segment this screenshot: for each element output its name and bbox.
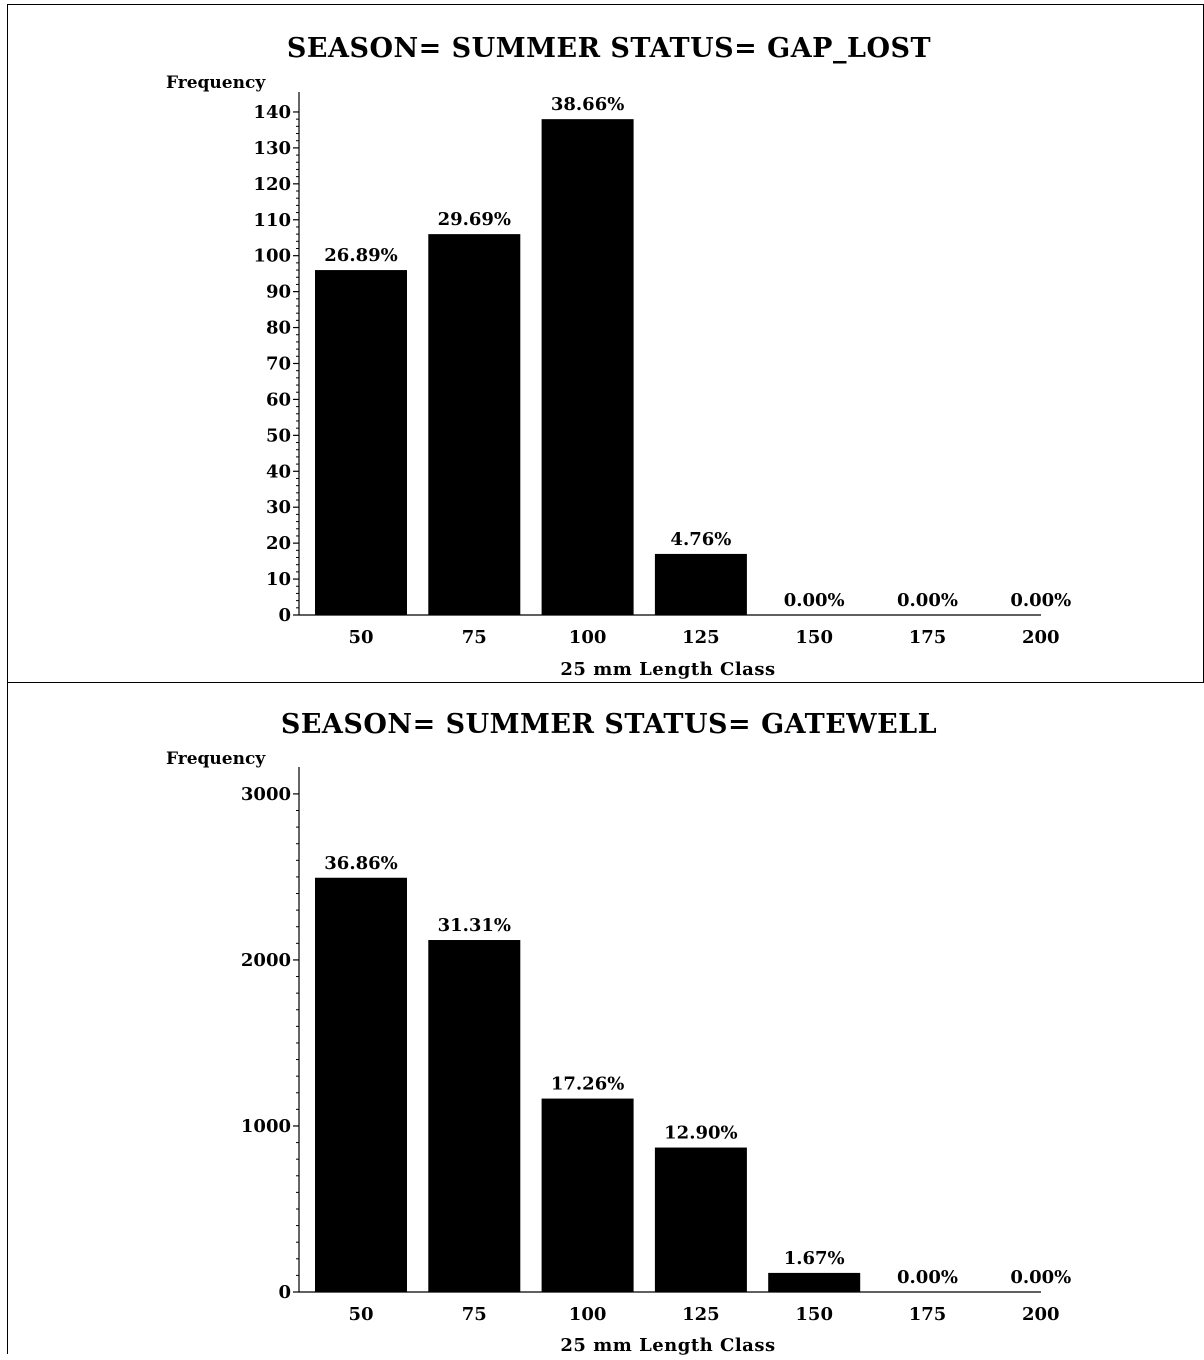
x-tick-label: 50: [348, 1304, 373, 1325]
bar-data-label: 36.86%: [324, 853, 397, 874]
y-axis-label: Frequency: [166, 73, 266, 93]
y-tick-label: 140: [253, 102, 291, 123]
x-tick-label: 175: [909, 1304, 947, 1325]
bar-100: [541, 1098, 634, 1292]
bar-data-label: 17.26%: [551, 1074, 624, 1095]
x-tick-label: 100: [569, 1304, 607, 1325]
chart-gatewell: SEASON= SUMMER STATUS= GATEWELL Frequency…: [166, 709, 1071, 1356]
bar-125: [654, 553, 747, 615]
chart-title: SEASON= SUMMER STATUS= GAP_LOST: [287, 33, 931, 64]
x-tick-label: 150: [795, 627, 833, 648]
x-axis-label: 25 mm Length Class: [560, 1335, 775, 1355]
chart-panel-gatewell: SEASON= SUMMER STATUS= GATEWELL Frequency…: [7, 682, 1204, 1356]
bar-data-label: 0.00%: [897, 590, 958, 611]
bar-75: [428, 234, 521, 615]
x-tick-label: 75: [462, 627, 487, 648]
bar-data-label: 0.00%: [784, 590, 845, 611]
y-tick-label: 2000: [241, 950, 291, 971]
x-tick-label: 125: [682, 627, 720, 648]
bar-data-label: 31.31%: [438, 915, 511, 936]
x-tick-label: 125: [682, 1304, 720, 1325]
x-tick-label: 50: [348, 627, 373, 648]
y-tick-label: 100: [253, 246, 291, 267]
y-tick-label: 130: [253, 138, 291, 159]
y-tick-label: 120: [253, 174, 291, 195]
bar-50: [315, 270, 407, 615]
x-tick-label: 100: [569, 627, 607, 648]
x-axis-label: 25 mm Length Class: [560, 659, 775, 680]
bar-50: [315, 877, 407, 1292]
y-tick-label: 10: [266, 569, 291, 590]
y-tick-label: 0: [278, 1282, 291, 1303]
bar-data-label: 38.66%: [551, 94, 624, 115]
y-tick-label: 1000: [241, 1116, 291, 1137]
y-tick-label: 3000: [241, 784, 291, 805]
x-tick-label: 200: [1022, 1304, 1060, 1325]
y-tick-label: 40: [266, 461, 291, 482]
chart-panel-gap-lost: SEASON= SUMMER STATUS= GAP_LOST Frequency…: [7, 4, 1204, 682]
bar-data-label: 4.76%: [670, 529, 731, 550]
chart-title: SEASON= SUMMER STATUS= GATEWELL: [281, 709, 937, 740]
y-tick-label: 50: [266, 425, 291, 446]
bar-data-label: 29.69%: [438, 209, 511, 230]
bar-data-label: 0.00%: [1010, 590, 1071, 611]
bar-data-label: 26.89%: [324, 245, 397, 266]
x-tick-label: 200: [1022, 627, 1060, 648]
y-tick-label: 80: [266, 318, 291, 339]
y-tick-label: 70: [266, 353, 291, 374]
y-tick-label: 20: [266, 533, 291, 554]
y-tick-label: 60: [266, 389, 291, 410]
chart-gap-lost: SEASON= SUMMER STATUS= GAP_LOST Frequency…: [166, 33, 1071, 680]
x-tick-label: 150: [795, 1304, 833, 1325]
bar-125: [654, 1147, 747, 1292]
bar-100: [541, 119, 634, 615]
bar-data-label: 1.67%: [784, 1248, 845, 1269]
x-tick-label: 75: [462, 1304, 487, 1325]
y-tick-label: 110: [253, 210, 291, 231]
y-tick-label: 30: [266, 497, 291, 518]
bar-data-label: 0.00%: [1010, 1267, 1071, 1288]
y-tick-label: 0: [278, 605, 291, 626]
bar-data-label: 0.00%: [897, 1267, 958, 1288]
bar-75: [428, 940, 521, 1292]
x-tick-label: 175: [909, 627, 947, 648]
y-axis-label: Frequency: [166, 749, 266, 769]
bar-150: [768, 1272, 861, 1292]
bar-data-label: 12.90%: [664, 1123, 737, 1144]
y-tick-label: 90: [266, 282, 291, 303]
